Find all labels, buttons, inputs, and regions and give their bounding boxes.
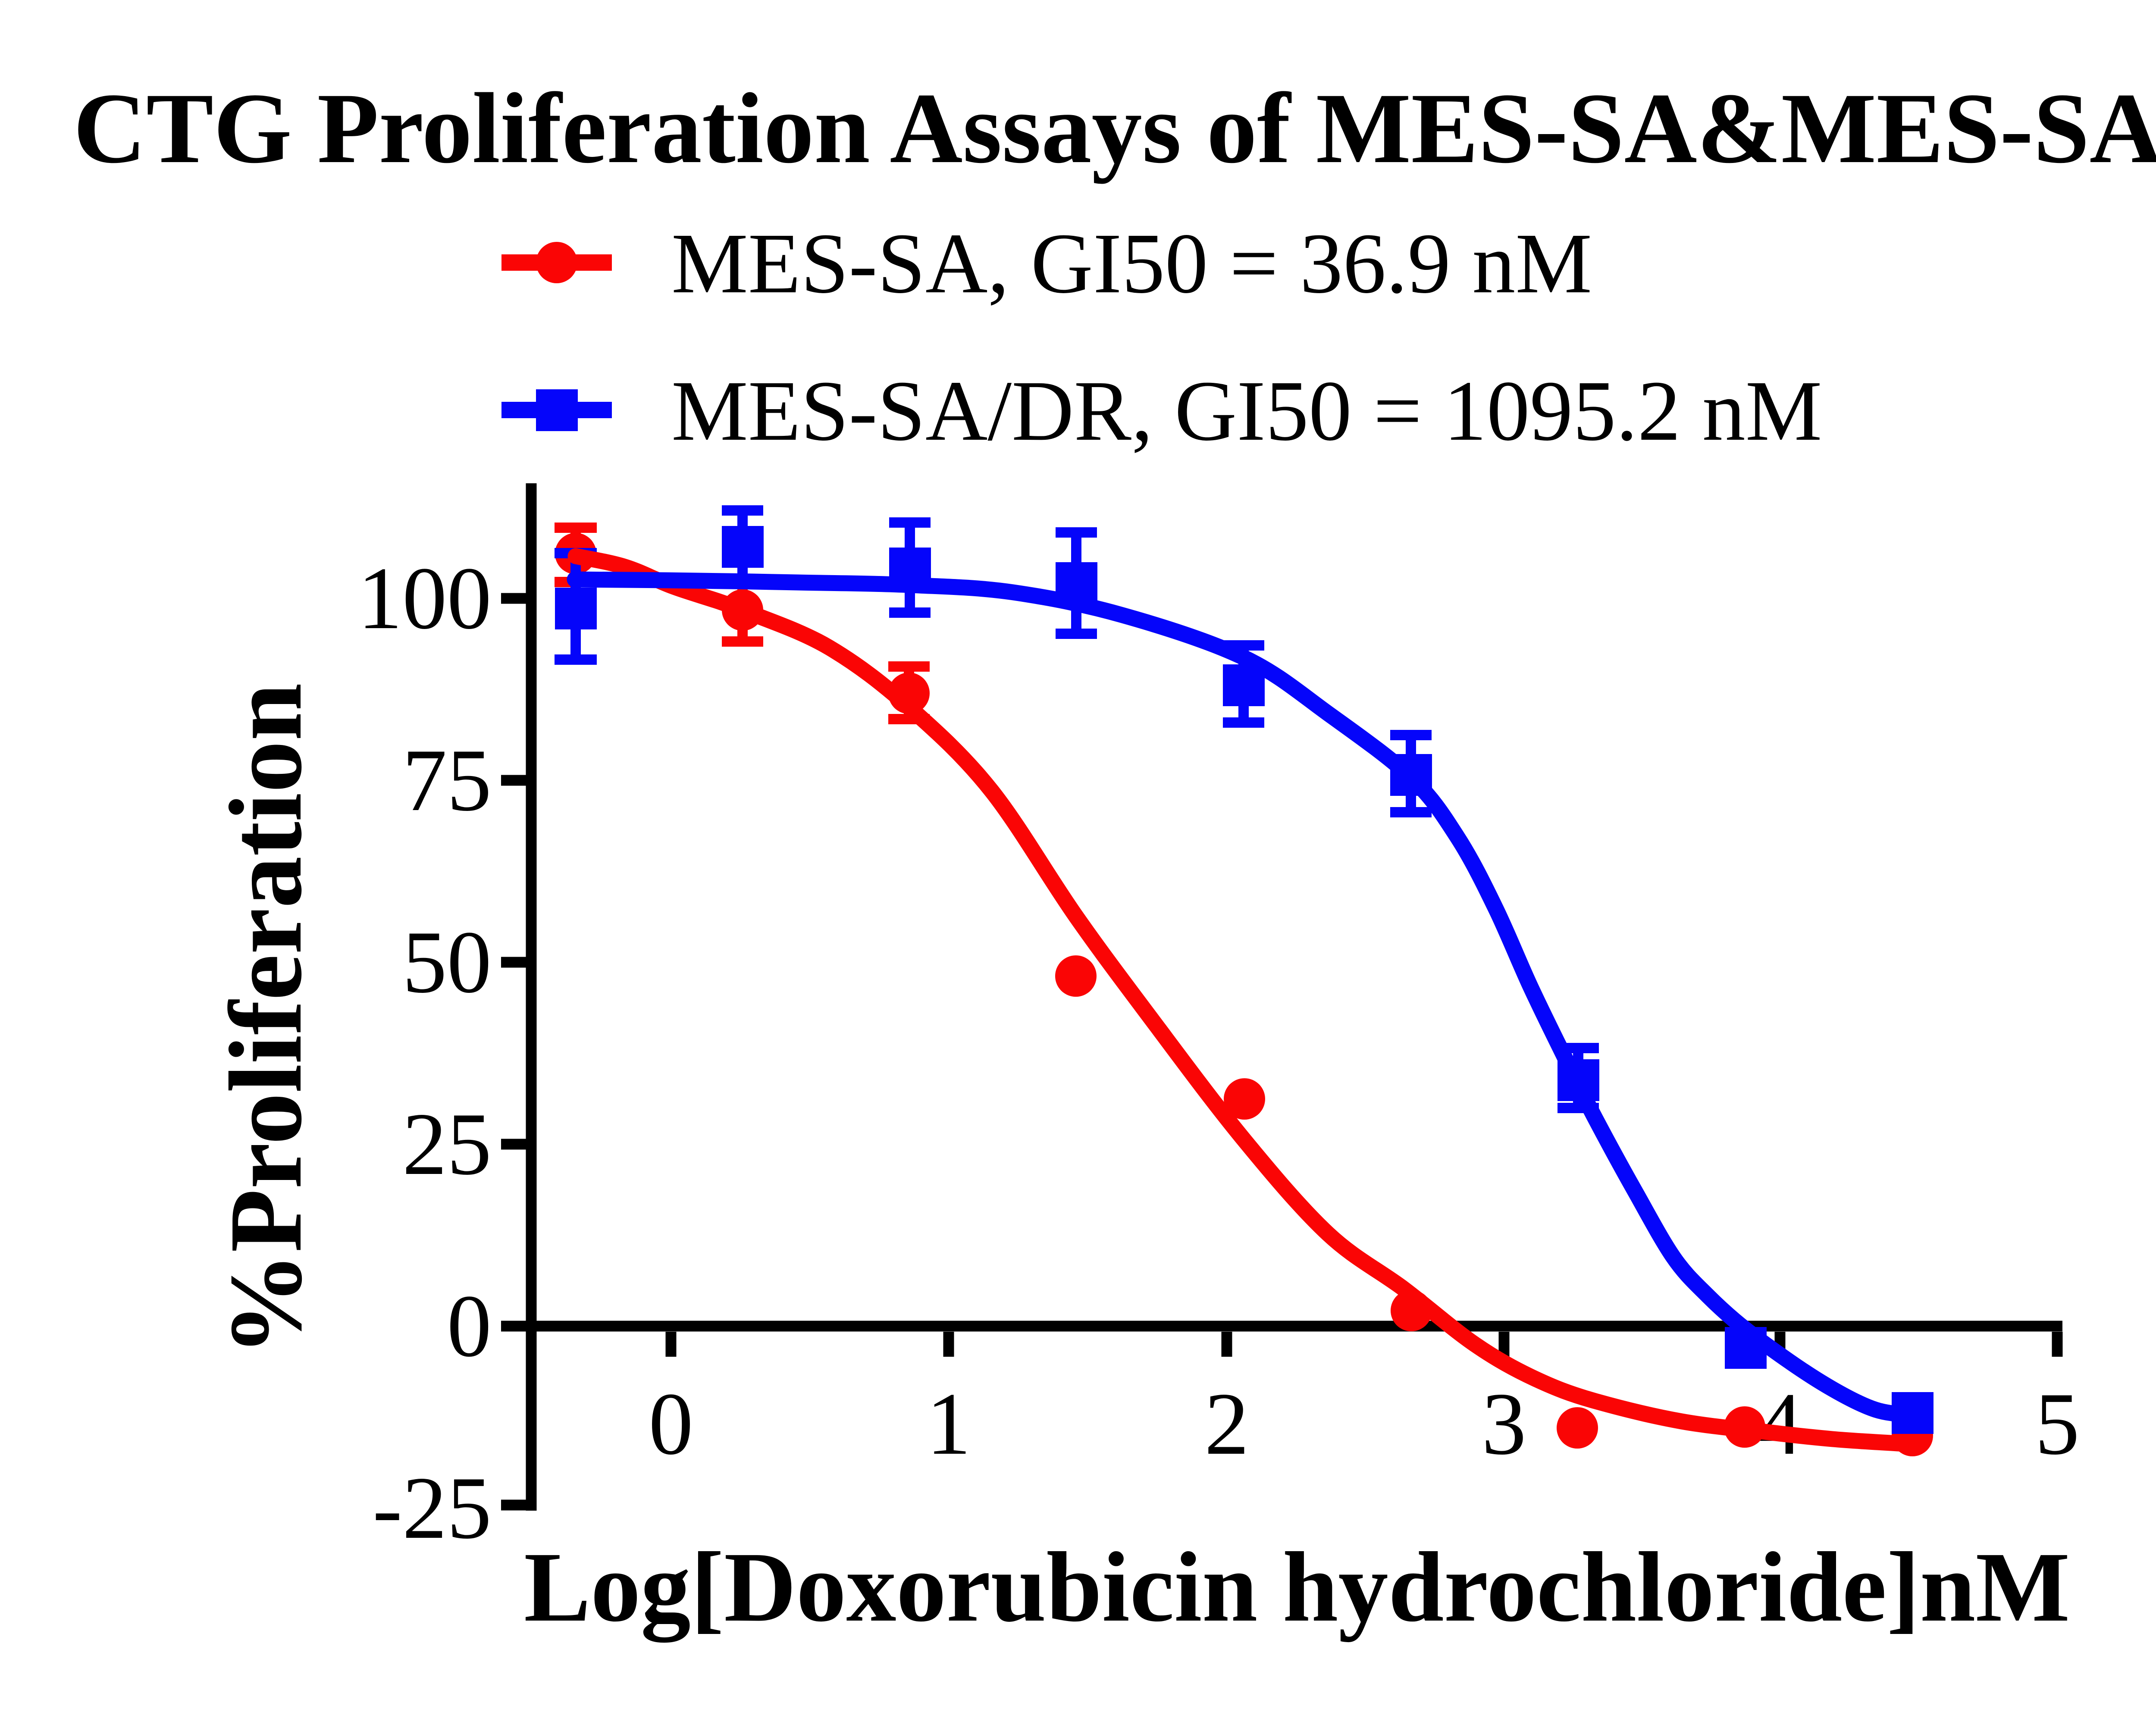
svg-text:CTG Proliferation Assays of ME: CTG Proliferation Assays of MES-SA&MES-S… <box>73 72 2156 184</box>
svg-text:75: 75 <box>402 731 492 829</box>
svg-text:100: 100 <box>358 549 492 648</box>
svg-text:%Proliferation: %Proliferation <box>208 683 323 1356</box>
svg-text:2: 2 <box>1204 1374 1249 1473</box>
svg-text:MES-SA, GI50 = 36.9 nM: MES-SA, GI50 = 36.9 nM <box>671 216 1592 311</box>
svg-text:3: 3 <box>1482 1374 1526 1473</box>
svg-text:50: 50 <box>402 913 492 1011</box>
svg-text:25: 25 <box>402 1095 492 1193</box>
svg-text:-25: -25 <box>373 1458 492 1557</box>
svg-text:5: 5 <box>2035 1374 2080 1473</box>
svg-text:Log[Doxorubicin hydrochloride]: Log[Doxorubicin hydrochloride]nM <box>524 1532 2070 1643</box>
svg-text:MES-SA/DR, GI50 = 1095.2 nM: MES-SA/DR, GI50 = 1095.2 nM <box>671 363 1822 459</box>
svg-text:1: 1 <box>926 1374 971 1473</box>
svg-text:0: 0 <box>649 1374 693 1473</box>
svg-text:4: 4 <box>1758 1374 1802 1473</box>
svg-text:0: 0 <box>447 1277 492 1375</box>
